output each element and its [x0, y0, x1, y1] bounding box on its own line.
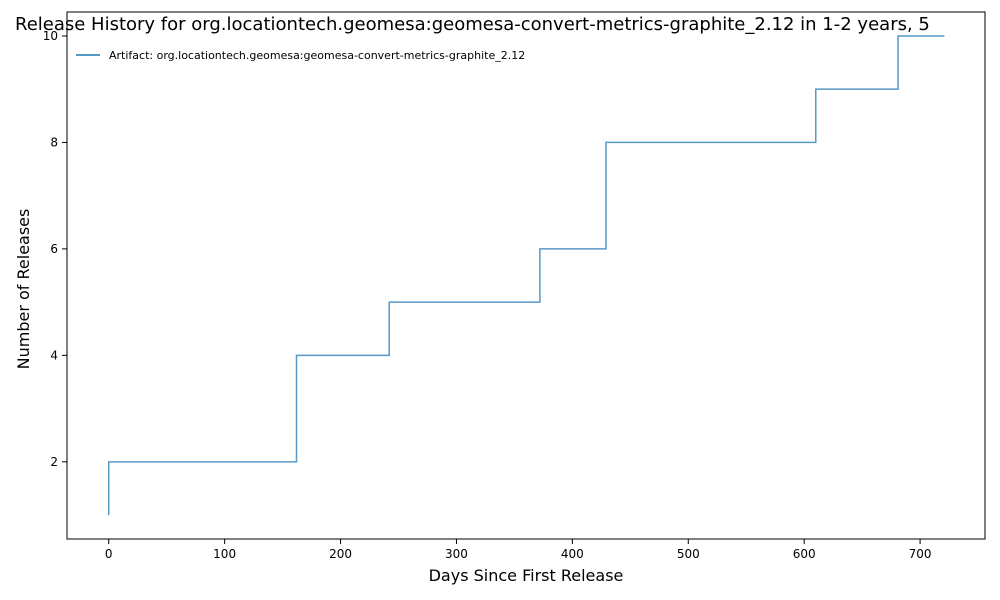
plot-area-frame	[66, 11, 986, 540]
y-tick-label: 6	[50, 242, 58, 256]
x-tick-label: 200	[329, 547, 352, 561]
y-tick-label: 2	[50, 455, 58, 469]
x-tick-label: 700	[909, 547, 932, 561]
x-tick-label: 100	[213, 547, 236, 561]
series-layer	[107, 35, 945, 516]
chart-title: Release History for org.locationtech.geo…	[15, 14, 930, 35]
x-axis-label: Days Since First Release	[429, 566, 624, 585]
y-tick-label: 4	[50, 348, 58, 362]
y-tick-label: 8	[50, 135, 58, 149]
x-tick-label: 300	[445, 547, 468, 561]
legend: Artifact: org.locationtech.geomesa:geome…	[76, 49, 525, 62]
x-tick-label: 600	[793, 547, 816, 561]
y-axis-label: Number of Releases	[14, 209, 33, 370]
x-axis-ticks: 0 100 200 300 400 500 600 700	[105, 539, 932, 561]
y-axis-ticks: 2 4 6 8 10	[43, 29, 67, 469]
x-tick-label: 0	[105, 547, 113, 561]
legend-label: Artifact: org.locationtech.geomesa:geome…	[109, 49, 525, 62]
x-tick-label: 500	[677, 547, 700, 561]
y-tick-label: 10	[43, 29, 58, 43]
x-tick-label: 400	[561, 547, 584, 561]
series-line	[107, 35, 945, 516]
